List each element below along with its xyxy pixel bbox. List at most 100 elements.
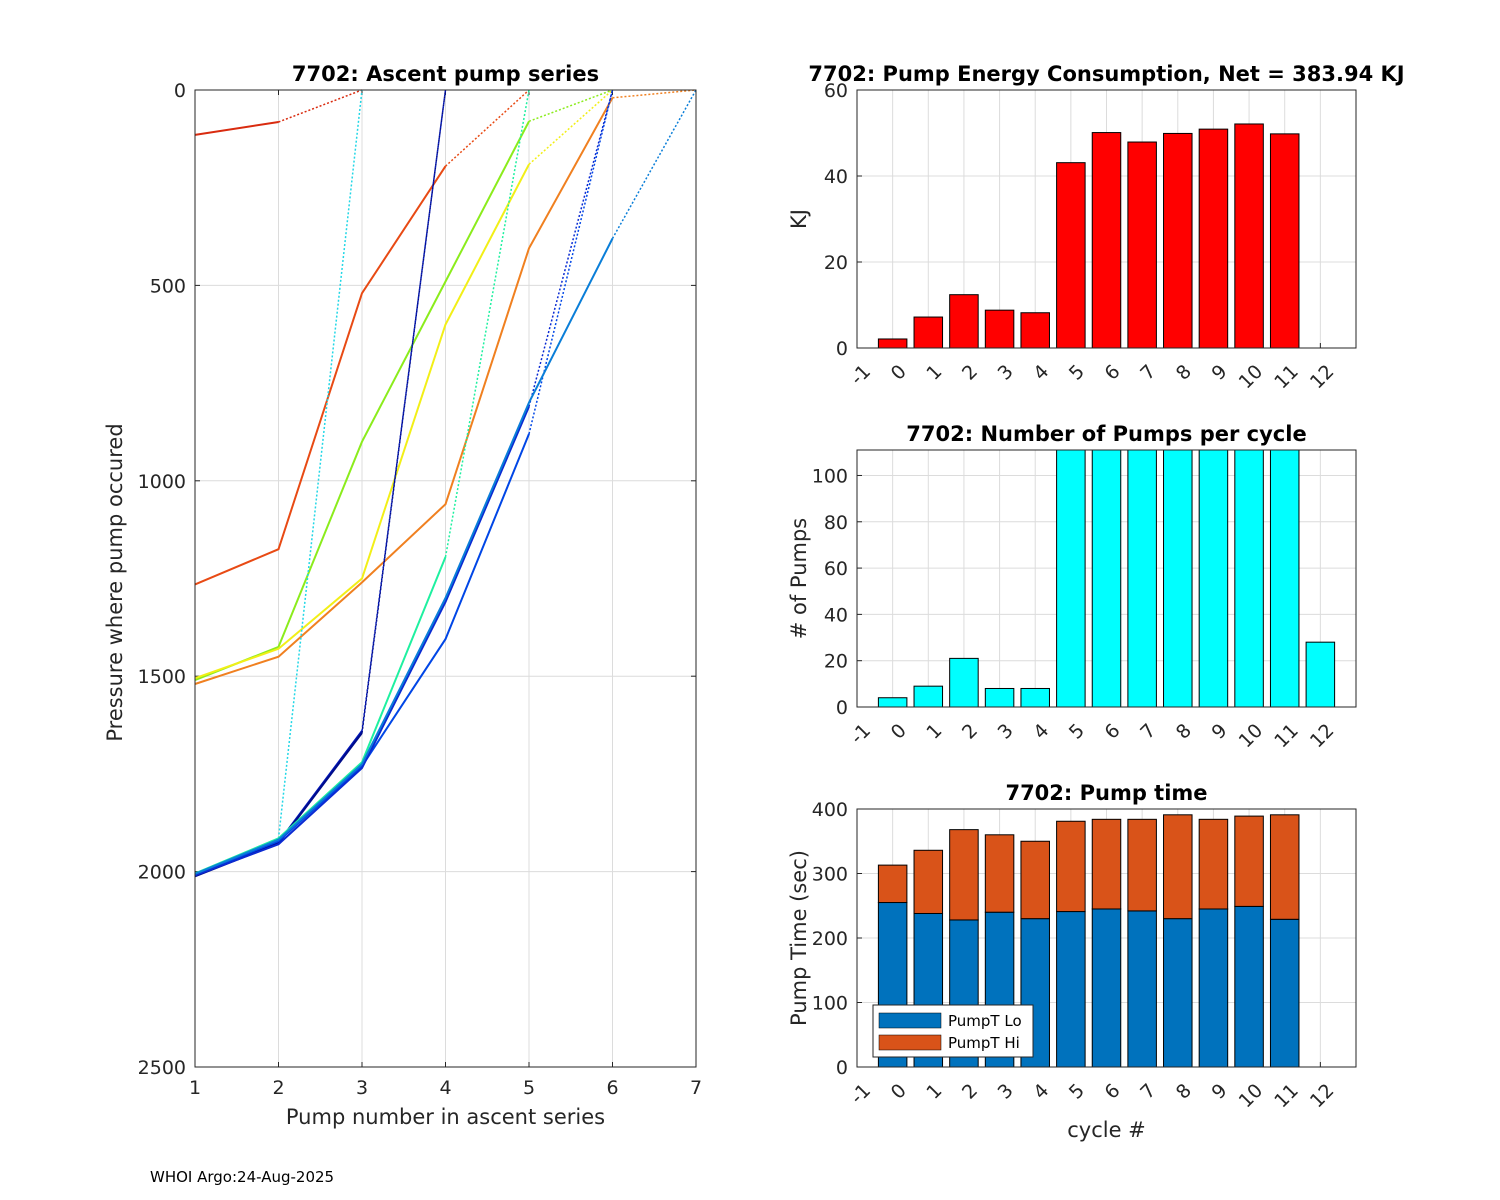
x-tick-label: 7 [690, 1077, 702, 1099]
x-axis-label: cycle # [1067, 1118, 1146, 1142]
x-tick-label: 9 [1207, 720, 1231, 744]
y-tick-label: 40 [824, 166, 848, 188]
x-tick-label: 11 [1270, 720, 1303, 753]
legend-swatch [878, 1034, 942, 1051]
chart-title: 7702: Pump time [1005, 781, 1207, 805]
x-tick-label: 3 [994, 361, 1018, 385]
bar [1056, 449, 1086, 708]
x-tick-label: 6 [1101, 720, 1125, 744]
bar [1127, 141, 1157, 349]
y-tick-label: 400 [812, 799, 848, 821]
x-tick-label: 7 [1136, 720, 1160, 744]
y-tick-label: 60 [824, 80, 848, 102]
bar-segment [1198, 908, 1229, 1068]
x-tick-label: 1 [922, 720, 946, 744]
x-tick-label: 1 [189, 1077, 201, 1099]
bar-segment [1091, 818, 1122, 910]
bar-segment [949, 829, 979, 921]
x-tick-label: 8 [1172, 1080, 1196, 1104]
series-line [194, 97, 614, 685]
bar-segment [1269, 918, 1300, 1068]
x-tick-label: 4 [1029, 1080, 1053, 1104]
y-axis-label: Pressure where pump occured [103, 423, 127, 741]
bar [1163, 449, 1193, 708]
y-axis-label: KJ [787, 209, 811, 229]
bar [984, 309, 1015, 349]
bar-segment [1163, 918, 1193, 1068]
chart-title: 7702: Pump Energy Consumption, Net = 383… [808, 62, 1404, 86]
bar [877, 697, 908, 708]
legend-label: PumpT Hi [948, 1034, 1020, 1052]
bar-plot-frame [856, 449, 1357, 708]
x-tick-label: 3 [994, 1080, 1018, 1104]
bar [1020, 312, 1050, 349]
x-tick-label: 5 [1065, 1080, 1089, 1104]
bar [949, 294, 979, 349]
x-tick-label: 10 [1235, 1080, 1268, 1113]
x-tick-label: 11 [1270, 361, 1303, 394]
bar [1234, 449, 1264, 708]
bar-segment [877, 864, 908, 904]
bar-segment [1020, 840, 1050, 920]
series-dotted-line [528, 89, 614, 407]
x-tick-label: 10 [1235, 361, 1268, 394]
y-tick-label: 100 [812, 993, 848, 1015]
chart-title: 7702: Ascent pump series [292, 62, 599, 86]
y-tick-label: 60 [824, 558, 848, 580]
x-tick-label: 7 [1136, 1080, 1160, 1104]
legend-swatch [878, 1012, 942, 1029]
y-tick-label: 20 [824, 252, 848, 274]
x-tick-label: 1 [922, 1080, 946, 1104]
bar-plot-frame [856, 89, 1357, 349]
y-tick-label: 0 [836, 1057, 848, 1079]
bar-segment [1127, 818, 1157, 912]
y-tick-label: 0 [174, 80, 186, 102]
series-line [194, 163, 530, 680]
bar-segment [1234, 815, 1264, 907]
y-tick-label: 0 [836, 697, 848, 719]
series-line [194, 556, 447, 875]
bar [1198, 128, 1229, 349]
bar [1234, 123, 1264, 349]
bar-segment [984, 834, 1015, 913]
series-dotted-line [361, 89, 447, 733]
bar [1305, 641, 1336, 708]
x-tick-label: -1 [846, 361, 875, 390]
series-dotted-line [528, 89, 614, 435]
bar [1056, 162, 1086, 349]
bar [1269, 133, 1300, 349]
x-tick-label: -1 [846, 720, 875, 749]
x-tick-label: 7 [1136, 361, 1160, 385]
x-tick-label: 11 [1270, 1080, 1303, 1113]
bar [877, 338, 908, 349]
series-line [194, 165, 447, 586]
x-tick-label: 2 [958, 1080, 982, 1104]
ascent-pump-series-plot: 1 2 3 4 5 6 7 0 500 1000 1500 2000 2500 7702: Ascent … [103, 62, 702, 1129]
series-dotted-line [444, 89, 530, 167]
series-dotted-line [528, 89, 613, 165]
x-tick-label: 2 [958, 361, 982, 385]
bar [913, 316, 944, 349]
bar-segment [1056, 820, 1086, 913]
series-line [194, 406, 530, 877]
y-tick-label: 1000 [138, 471, 186, 493]
x-tick-label: 6 [1101, 361, 1125, 385]
bar [1163, 132, 1193, 349]
bar [1020, 687, 1050, 708]
bar [1091, 132, 1122, 349]
y-tick-label: 2000 [138, 862, 186, 884]
x-tick-label: 12 [1306, 1080, 1339, 1113]
y-tick-label: 40 [824, 604, 848, 626]
bar-segment [1234, 905, 1264, 1068]
x-tick-label: 4 [439, 1077, 451, 1099]
bar [1269, 449, 1300, 708]
x-tick-label: 0 [887, 1080, 911, 1104]
bar-segment [1127, 910, 1157, 1068]
x-axis-label: Pump number in ascent series [286, 1105, 605, 1129]
x-tick-label: 12 [1306, 720, 1339, 753]
bar-plot-frame [856, 808, 1357, 1068]
